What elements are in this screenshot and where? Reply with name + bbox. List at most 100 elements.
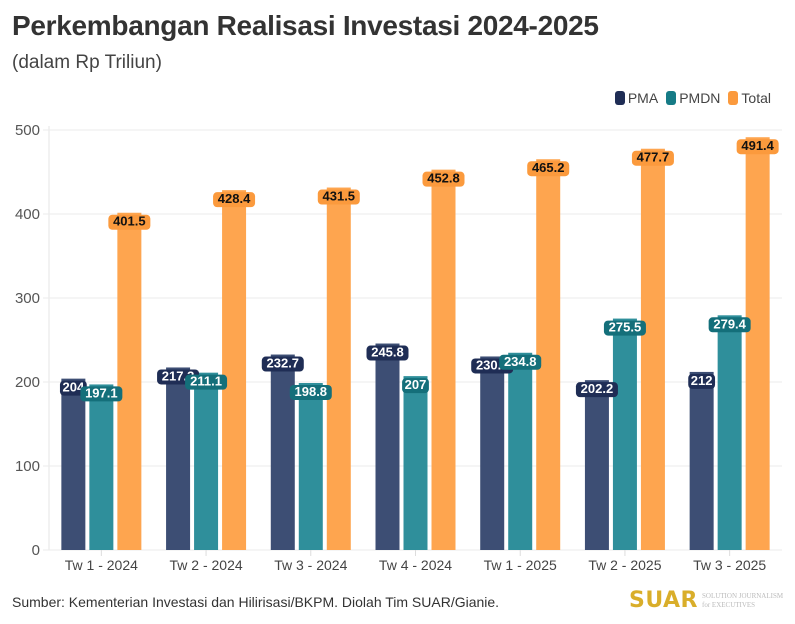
bar-pmdn — [194, 372, 219, 550]
data-label-bg — [499, 354, 542, 370]
data-label-pmdn: 275.5 — [603, 320, 646, 336]
y-tick-label: 100 — [15, 458, 40, 475]
data-label-bg — [402, 378, 429, 394]
bar-pmdn — [612, 318, 637, 550]
data-label-text: 428.4 — [218, 191, 251, 206]
data-label-bg — [213, 192, 256, 208]
bar-total — [222, 190, 247, 551]
data-label-pmdn: 211.1 — [185, 374, 228, 390]
data-label-bg — [688, 373, 716, 389]
legend-swatch-pmdn — [666, 91, 677, 105]
data-label-bg — [366, 345, 409, 361]
data-label-text: 198.8 — [295, 384, 328, 399]
x-tick-label: Tw 3 - 2024 — [274, 557, 347, 573]
data-label-bg — [289, 385, 332, 401]
bar-pma — [480, 356, 505, 550]
bar-pmdn — [717, 315, 742, 550]
x-tick-label: Tw 1 - 2024 — [65, 557, 138, 573]
data-label-text: 431.5 — [323, 189, 356, 204]
logo-tagline-2: for EXECUTIVES — [702, 600, 756, 609]
data-label-total: 465.2 — [527, 160, 570, 177]
legend-label-total: Total — [741, 90, 771, 106]
y-tick-label: 400 — [15, 206, 40, 223]
data-label-pma: 202.2 — [575, 381, 618, 398]
bar-pma — [584, 380, 609, 550]
data-label-bg — [631, 150, 674, 166]
bar-total — [536, 159, 561, 550]
legend: PMA PMDN Total — [614, 90, 771, 106]
data-label-text: 234.8 — [504, 354, 537, 369]
suar-logo: SUAR SOLUTION JOURNALISM for EXECUTIVES — [629, 588, 783, 613]
legend-swatch-pma — [614, 91, 625, 105]
y-tick-label: 500 — [15, 122, 40, 139]
data-label-bg — [708, 317, 751, 333]
data-label-bg — [422, 171, 465, 187]
bar-pma — [61, 378, 86, 550]
data-label-text: 452.8 — [427, 171, 460, 186]
legend-item-total[interactable]: Total — [728, 90, 771, 106]
data-label-bg — [185, 374, 228, 390]
y-tick-label: 300 — [15, 290, 40, 307]
data-label-bg — [527, 161, 570, 177]
bar-pmdn — [508, 352, 533, 550]
y-tick-label: 0 — [32, 542, 40, 559]
data-label-text: 275.5 — [609, 320, 642, 335]
legend-swatch-total — [728, 91, 739, 105]
bar-pma — [375, 343, 400, 550]
data-label-text: 207 — [405, 377, 427, 392]
x-tick-label: Tw 3 - 2025 — [693, 557, 766, 573]
data-label-text: 211.1 — [190, 374, 222, 389]
bar-total — [326, 187, 351, 551]
legend-item-pmdn[interactable]: PMDN — [666, 90, 720, 106]
source-note: Sumber: Kementerian Investasi dan Hiliri… — [12, 594, 500, 610]
data-label-total: 401.5 — [108, 214, 151, 230]
bar-pma — [270, 354, 295, 550]
data-label-bg — [575, 382, 618, 398]
data-label-bg — [736, 139, 779, 155]
legend-label-pmdn: PMDN — [679, 90, 721, 106]
data-label-bg — [108, 214, 151, 230]
data-label-bg — [261, 356, 304, 372]
data-label-total: 477.7 — [631, 150, 674, 166]
legend-label-pma: PMA — [627, 90, 659, 106]
data-label-pmdn: 234.8 — [499, 354, 542, 370]
y-tick-label: 200 — [15, 374, 40, 391]
x-tick-label: Tw 1 - 2025 — [484, 557, 557, 573]
data-label-pma: 204 — [59, 380, 87, 396]
data-label-text: 401.5 — [113, 214, 146, 229]
data-labels: 204 197.1401.5217.3211.1428.4232.7198.843… — [59, 138, 779, 402]
data-label-pma: 232.7 — [261, 356, 304, 372]
data-label-total: 428.4 — [213, 191, 256, 208]
chart-title: Perkembangan Realisasi Investasi 2024-20… — [12, 10, 599, 41]
data-label-bg — [603, 320, 646, 336]
bar-total — [745, 137, 770, 550]
data-label-text: 491.4 — [741, 138, 774, 153]
bar-pma — [689, 371, 714, 550]
data-label-pma: 245.8 — [366, 345, 409, 361]
bar-pma — [166, 367, 191, 550]
bar-total — [431, 169, 456, 550]
data-label-text: 477.7 — [637, 150, 670, 165]
x-axis-ticks: Tw 1 - 2024 Tw 2 - 2024 Tw 3 - 2024 Tw 4 - … — [65, 550, 766, 573]
data-label-pmdn: 207 — [402, 377, 429, 394]
data-label-bg — [80, 386, 123, 402]
data-label-total: 452.8 — [422, 171, 465, 187]
data-label-pmdn: 198.8 — [289, 384, 332, 401]
data-label-text: 204 — [63, 380, 85, 395]
legend-item-pma[interactable]: PMA — [614, 90, 659, 106]
data-label-text: 245.8 — [371, 345, 404, 360]
data-label-bg — [317, 189, 360, 205]
x-tick-label: Tw 2 - 2025 — [588, 557, 661, 573]
data-label-pmdn: 197.1 — [80, 385, 123, 402]
bar-pmdn — [89, 384, 114, 550]
data-label-text: 202.2 — [581, 381, 614, 396]
bar-pmdn — [403, 376, 428, 550]
bar-pmdn — [298, 383, 323, 550]
bar-total — [640, 148, 665, 550]
logo-tagline: SOLUTION JOURNALISM for EXECUTIVES — [702, 592, 783, 610]
x-tick-label: Tw 4 - 2024 — [379, 557, 452, 573]
bar-total — [117, 212, 142, 551]
data-label-pmdn: 279.4 — [708, 316, 751, 333]
data-label-text: 232.7 — [267, 356, 300, 371]
